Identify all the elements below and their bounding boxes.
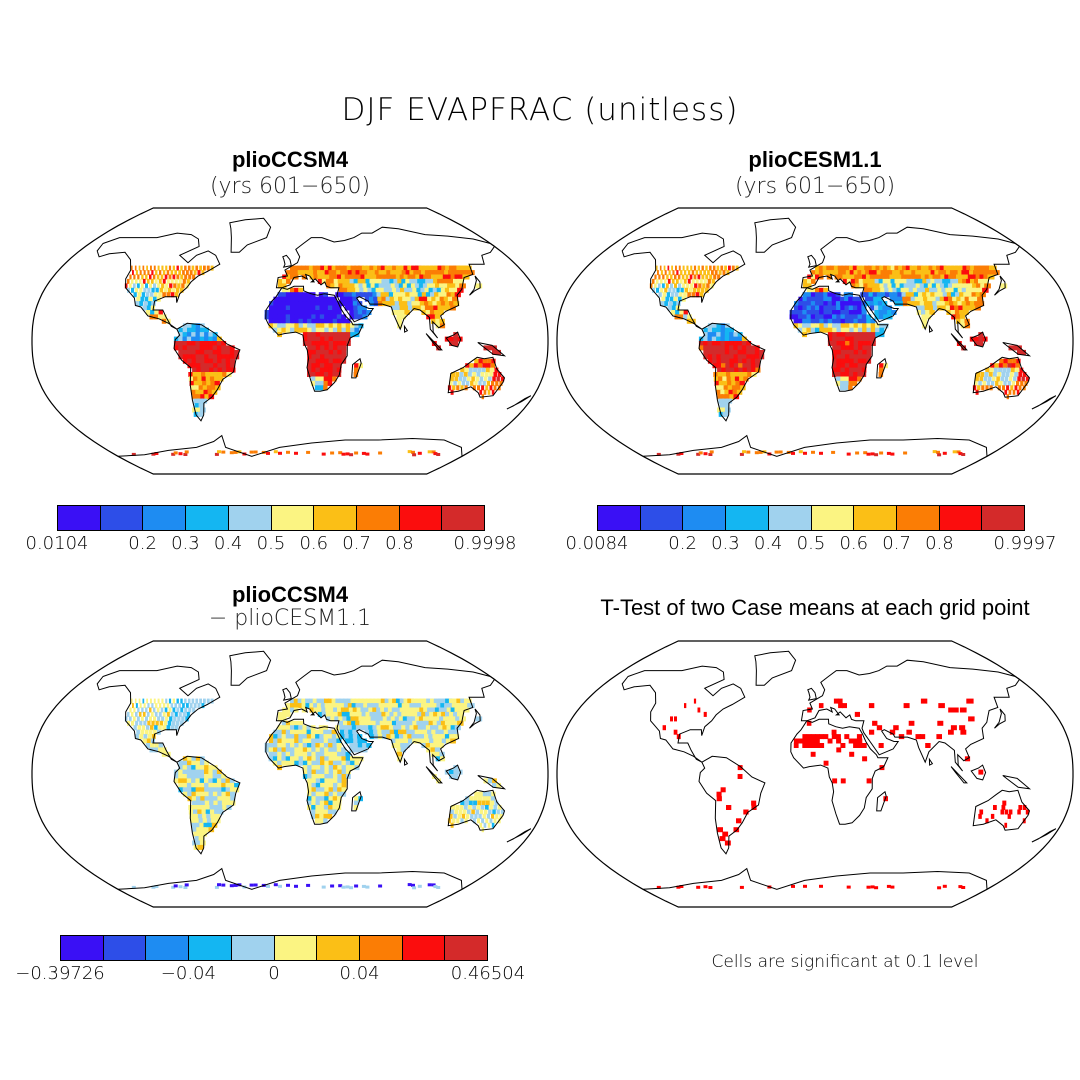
- colorbar-swatch: [356, 506, 400, 530]
- colorbar-tick-label: 0.4: [753, 533, 783, 554]
- colorbar-swatch: [100, 506, 144, 530]
- panel-title-top-right: plioCESM1.1: [748, 147, 882, 172]
- map-bottom-left: [31, 640, 549, 908]
- panel-subtitle-top-left: (yrs 601−650): [209, 174, 371, 199]
- map-bottom-right: [556, 640, 1074, 908]
- colorbar-tick-label: −0.39726: [15, 963, 105, 984]
- colorbar-swatch: [103, 936, 147, 960]
- coastlines: [96, 217, 532, 457]
- colorbar-swatch: [811, 506, 855, 530]
- colorbar-bottom-left: [60, 935, 488, 961]
- colorbar-swatch: [317, 936, 360, 960]
- colorbar-swatch: [598, 506, 641, 530]
- colorbar-swatch: [143, 506, 187, 530]
- colorbar-swatch: [726, 506, 769, 530]
- colorbar-tick-label: 0.8: [385, 533, 414, 554]
- colorbar-swatch: [982, 506, 1025, 530]
- colorbar-tick-label: −0.04: [160, 963, 216, 984]
- colorbar-swatch: [231, 936, 275, 960]
- colorbar-tick-label: 0.5: [256, 533, 286, 554]
- colorbar-tick-label: 0.04: [339, 963, 380, 984]
- colorbar-tick-label: 0.7: [882, 533, 911, 554]
- colorbar-tick-label: 0.6: [839, 533, 869, 554]
- colorbar-tick-label: 0.0084: [565, 533, 629, 554]
- colorbar-tick-label: 0.8: [925, 533, 954, 554]
- colorbar-swatch: [445, 936, 488, 960]
- panel-title-bottom-right: T-Test of two Case means at each grid po…: [600, 595, 1030, 620]
- significance-note: Cells are significant at 0.1 level: [711, 952, 979, 972]
- colorbar-tick-label: 0.3: [171, 533, 200, 554]
- colorbar-tick-label: 0.2: [128, 533, 157, 554]
- colorbar-tick-label: 0.0104: [25, 533, 89, 554]
- colorbar-labels-top-right: 0.0084 0.2 0.3 0.4 0.5 0.6 0.7 0.8 0.9997: [566, 533, 1057, 557]
- panel-subtitle-bottom-left: − plioCESM1.1: [208, 606, 372, 631]
- colorbar-swatch: [854, 506, 897, 530]
- colorbar-tick-label: 0.2: [668, 533, 697, 554]
- colorbar-swatch: [768, 506, 812, 530]
- colorbar-top-right: [597, 505, 1025, 531]
- colorbar-swatch: [640, 506, 684, 530]
- colorbar-tick-label: 0.9997: [993, 533, 1057, 554]
- colorbar-swatch: [896, 506, 940, 530]
- colorbar-tick-label: 0.9998: [453, 533, 517, 554]
- colorbar-swatch: [359, 936, 403, 960]
- colorbar-swatch: [146, 936, 190, 960]
- colorbar-swatch: [186, 506, 229, 530]
- colorbar-swatch: [58, 506, 101, 530]
- colorbar-labels-top-left: 0.0104 0.2 0.3 0.4 0.5 0.6 0.7 0.8 0.9998: [26, 533, 517, 557]
- colorbar-top-left: [57, 505, 485, 531]
- map-top-right: [556, 207, 1074, 475]
- panel-subtitle-top-right: (yrs 601−650): [734, 174, 896, 199]
- panel-title-top-left: plioCCSM4: [231, 147, 349, 172]
- colorbar-tick-label: 0.5: [796, 533, 826, 554]
- panel-title-bottom-left: plioCCSM4: [231, 582, 349, 607]
- coastlines: [621, 217, 1057, 457]
- colorbar-swatch: [939, 506, 983, 530]
- coastlines: [621, 650, 1057, 890]
- colorbar-swatch: [683, 506, 727, 530]
- map-boundary: [31, 640, 549, 908]
- map-boundary: [556, 640, 1074, 908]
- colorbar-swatch: [61, 936, 104, 960]
- colorbar-swatch: [442, 506, 485, 530]
- colorbar-swatch: [402, 936, 446, 960]
- colorbar-tick-label: 0.7: [342, 533, 371, 554]
- colorbar-swatch: [399, 506, 443, 530]
- map-top-left: [31, 207, 549, 475]
- colorbar-tick-label: 0.3: [711, 533, 740, 554]
- colorbar-tick-label: 0.6: [299, 533, 329, 554]
- map-boundary: [31, 207, 549, 475]
- colorbar-labels-bottom-left: −0.39726 −0.04 0 0.04 0.46504: [15, 963, 525, 987]
- colorbar-swatch: [271, 506, 315, 530]
- colorbar-swatch: [274, 936, 318, 960]
- colorbar-swatch: [189, 936, 232, 960]
- colorbar-tick-label: 0.46504: [450, 963, 526, 984]
- map-boundary: [556, 207, 1074, 475]
- colorbar-swatch: [228, 506, 272, 530]
- colorbar-tick-label: 0.4: [213, 533, 243, 554]
- colorbar-swatch: [314, 506, 357, 530]
- coastlines: [96, 650, 532, 890]
- figure-title: DJF EVAPFRAC (unitless): [341, 92, 739, 128]
- colorbar-tick-label: 0: [268, 963, 280, 984]
- significance-field: [656, 698, 1030, 890]
- evapfrac-field-ccsm4: [124, 265, 505, 457]
